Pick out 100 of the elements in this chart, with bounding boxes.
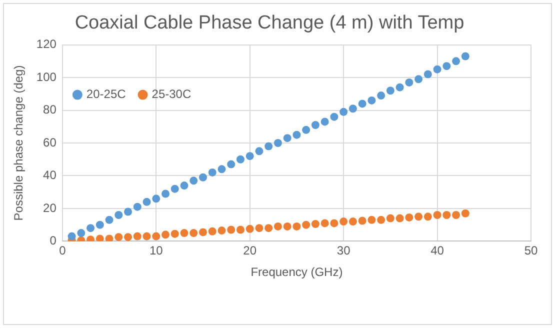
point bbox=[358, 216, 366, 225]
point bbox=[152, 232, 160, 240]
point bbox=[283, 222, 292, 230]
point bbox=[274, 139, 282, 147]
y-tick-label: 120 bbox=[36, 37, 57, 52]
point bbox=[396, 83, 404, 92]
x-tick-label: 10 bbox=[149, 244, 164, 258]
y-tick-label: 0 bbox=[50, 234, 57, 248]
point bbox=[96, 234, 104, 242]
point bbox=[264, 224, 273, 232]
point bbox=[170, 230, 179, 238]
point bbox=[162, 230, 170, 239]
point bbox=[461, 209, 470, 218]
point bbox=[377, 92, 386, 100]
point bbox=[190, 229, 198, 238]
point bbox=[302, 126, 310, 134]
point bbox=[246, 224, 254, 233]
point bbox=[320, 118, 329, 126]
point bbox=[77, 229, 86, 238]
point bbox=[208, 227, 216, 236]
point bbox=[386, 214, 394, 222]
point bbox=[405, 78, 414, 86]
point bbox=[133, 232, 142, 240]
point bbox=[124, 208, 132, 216]
point bbox=[96, 220, 104, 229]
point bbox=[227, 160, 236, 168]
point bbox=[255, 224, 264, 232]
point bbox=[340, 218, 348, 226]
point bbox=[348, 104, 357, 113]
point bbox=[348, 218, 357, 226]
point bbox=[452, 57, 460, 66]
point bbox=[180, 182, 188, 190]
point bbox=[396, 214, 404, 222]
point bbox=[105, 216, 114, 224]
point bbox=[311, 120, 320, 129]
y-tick-label: 40 bbox=[43, 168, 57, 182]
point bbox=[358, 100, 366, 108]
point bbox=[114, 211, 123, 220]
point bbox=[368, 96, 376, 104]
point bbox=[424, 212, 432, 221]
y-axis-title: Possible phase change (deg) bbox=[12, 65, 26, 221]
point bbox=[405, 213, 414, 222]
point bbox=[208, 168, 216, 176]
y-tick-label: 60 bbox=[43, 135, 57, 150]
point bbox=[198, 173, 207, 182]
point bbox=[114, 233, 123, 242]
point bbox=[302, 220, 310, 229]
y-tick-label: 20 bbox=[43, 200, 57, 215]
point bbox=[330, 112, 338, 121]
point bbox=[236, 155, 244, 164]
point bbox=[170, 184, 179, 193]
point bbox=[133, 202, 142, 211]
y-tick-label: 80 bbox=[43, 102, 57, 117]
point bbox=[218, 165, 226, 174]
point bbox=[377, 216, 386, 224]
point bbox=[414, 75, 423, 84]
point bbox=[414, 212, 423, 221]
point bbox=[292, 130, 301, 139]
point bbox=[461, 52, 470, 60]
x-axis-title: Frequency (GHz) bbox=[250, 265, 343, 280]
legend-label: 20-25C bbox=[86, 87, 126, 102]
point bbox=[227, 226, 236, 234]
chart-title: Coaxial Cable Phase Change (4 m) with Temp bbox=[74, 12, 464, 34]
point bbox=[180, 229, 188, 238]
x-tick-label: 0 bbox=[59, 244, 66, 258]
point bbox=[255, 147, 264, 156]
x-tick-label: 20 bbox=[243, 244, 257, 258]
point bbox=[218, 226, 226, 235]
point bbox=[152, 194, 160, 203]
point bbox=[442, 211, 451, 220]
point bbox=[283, 134, 292, 142]
point bbox=[433, 211, 442, 220]
point bbox=[452, 211, 460, 220]
x-tick-label: 30 bbox=[336, 244, 351, 258]
point bbox=[368, 216, 376, 224]
point bbox=[330, 219, 338, 228]
point bbox=[340, 108, 348, 116]
x-tick-label: 40 bbox=[430, 244, 444, 258]
point bbox=[86, 224, 95, 232]
point bbox=[190, 176, 198, 185]
point bbox=[198, 228, 207, 236]
point bbox=[311, 220, 320, 228]
point bbox=[433, 65, 442, 74]
point bbox=[142, 232, 151, 240]
point bbox=[142, 198, 151, 206]
point bbox=[274, 222, 282, 230]
point bbox=[292, 222, 301, 230]
point bbox=[320, 219, 329, 228]
point bbox=[68, 232, 76, 240]
point bbox=[236, 226, 244, 234]
point bbox=[442, 62, 451, 70]
point bbox=[105, 234, 114, 242]
point bbox=[424, 70, 432, 78]
point bbox=[124, 233, 132, 242]
point bbox=[246, 152, 254, 160]
point bbox=[162, 190, 170, 198]
y-tick-label: 100 bbox=[36, 70, 57, 84]
point bbox=[386, 86, 394, 95]
point bbox=[264, 142, 273, 150]
x-tick-label: 50 bbox=[524, 244, 538, 258]
